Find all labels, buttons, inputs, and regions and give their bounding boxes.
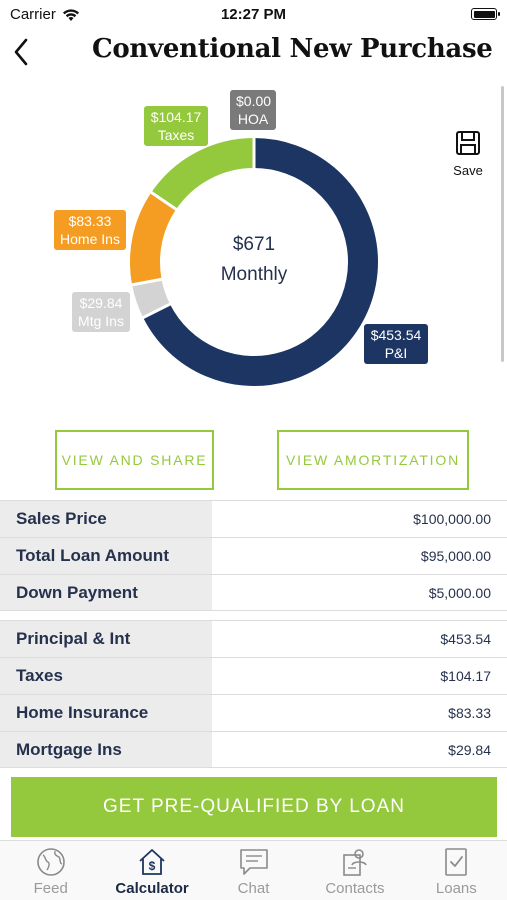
chart-center-amount: $671 <box>232 234 276 255</box>
table-row: Total Loan Amount $95,000.00 <box>0 537 507 574</box>
slice-value: $0.00 <box>236 93 272 109</box>
save-label: Save <box>453 163 483 178</box>
slice-label-pi: $453.54 P&I <box>364 324 428 364</box>
tab-label: Calculator <box>115 880 189 897</box>
tab-chat[interactable]: Chat <box>203 841 304 900</box>
tab-calculator[interactable]: $ Calculator <box>101 841 202 900</box>
row-value: $104.17 <box>440 668 491 684</box>
table-row: Principal & Int $453.54 <box>0 620 507 657</box>
table-row: Down Payment $5,000.00 <box>0 574 507 611</box>
loan-summary-table: Sales Price $100,000.00 Total Loan Amoun… <box>0 500 507 611</box>
row-label: Taxes <box>0 658 212 694</box>
donut-slice-home-ins <box>130 192 177 285</box>
row-value: $5,000.00 <box>428 584 491 601</box>
table-row: Taxes $104.17 <box>0 657 507 694</box>
donut-chart <box>130 137 378 386</box>
nav-header: Conventional New Purchase <box>0 28 507 74</box>
slice-separator <box>130 277 163 287</box>
wifi-icon <box>62 8 79 21</box>
get-pre-qualified-button[interactable]: GET PRE-QUALIFIED BY LOAN <box>11 777 497 837</box>
tab-label: Feed <box>33 880 68 897</box>
payment-chart: $671 Monthly $0.00 HOA $104.17 Taxes $83… <box>0 80 507 400</box>
document-check-icon <box>445 848 468 876</box>
carrier-label: Carrier <box>10 6 56 23</box>
row-label: Down Payment <box>0 575 212 610</box>
chat-bubble-icon <box>239 849 268 875</box>
view-amortization-button[interactable]: VIEW AMORTIZATION <box>277 430 469 490</box>
globe-icon <box>36 848 65 876</box>
save-button[interactable]: Save <box>446 130 490 178</box>
tab-loans[interactable]: Loans <box>406 841 507 900</box>
slice-name: P&I <box>384 345 408 361</box>
tab-feed[interactable]: Feed <box>0 841 101 900</box>
tab-label: Chat <box>237 880 270 897</box>
carrier-info: Carrier <box>10 6 80 23</box>
tab-contacts[interactable]: Contacts <box>304 841 405 900</box>
slice-name: Mtg Ins <box>78 313 124 329</box>
slice-value: $453.54 <box>370 327 422 343</box>
slice-name: Home Ins <box>60 231 120 247</box>
svg-text:$: $ <box>149 859 156 873</box>
row-value: $29.84 <box>448 741 491 758</box>
payment-breakdown-table: Principal & Int $453.54 Taxes $104.17 Ho… <box>0 620 507 768</box>
slice-label-home-ins: $83.33 Home Ins <box>54 210 126 250</box>
page-title: Conventional New Purchase <box>92 34 493 64</box>
donut-slice-mtg-ins <box>132 278 171 318</box>
slice-separator <box>141 302 172 320</box>
row-value: $453.54 <box>440 631 491 647</box>
view-and-share-button[interactable]: VIEW AND SHARE <box>55 430 214 490</box>
status-bar: Carrier 12:27 PM <box>0 0 507 28</box>
row-label: Principal & Int <box>0 621 212 657</box>
slice-value: $83.33 <box>68 213 112 229</box>
donut-slice-p-i <box>143 138 378 386</box>
status-time: 12:27 PM <box>220 6 287 23</box>
tab-label: Loans <box>435 880 477 897</box>
row-value: $83.33 <box>448 705 491 721</box>
slice-label-taxes: $104.17 Taxes <box>144 106 208 146</box>
row-label: Sales Price <box>0 501 212 537</box>
table-row: Sales Price $100,000.00 <box>0 500 507 537</box>
row-value: $100,000.00 <box>413 511 491 527</box>
chevron-left-icon <box>14 38 28 66</box>
slice-label-mtg-ins: $29.84 Mtg Ins <box>72 292 130 332</box>
slice-name: HOA <box>237 111 269 127</box>
contacts-icon <box>343 849 367 876</box>
tab-bar: Feed $ Calculator Chat Contacts Loans <box>0 840 507 900</box>
row-label: Total Loan Amount <box>0 538 212 574</box>
row-label: Home Insurance <box>0 695 212 731</box>
battery-icon <box>471 8 500 20</box>
table-row: Mortgage Ins $29.84 <box>0 731 507 768</box>
slice-value: $29.84 <box>79 295 123 311</box>
row-value: $95,000.00 <box>420 548 491 564</box>
slice-label-hoa: $0.00 HOA <box>230 90 276 130</box>
slice-separator <box>149 190 178 212</box>
tab-label: Contacts <box>325 880 385 897</box>
row-label: Mortgage Ins <box>0 732 212 767</box>
chart-center-label: Monthly <box>220 264 288 285</box>
table-row: Home Insurance $83.33 <box>0 694 507 731</box>
slice-name: Taxes <box>157 127 195 143</box>
floppy-disk-icon <box>456 131 480 155</box>
scroll-indicator[interactable] <box>501 86 504 362</box>
donut-slice-taxes <box>151 138 255 210</box>
house-dollar-icon: $ <box>139 849 165 875</box>
slice-value: $104.17 <box>150 109 202 125</box>
back-button[interactable] <box>8 34 38 70</box>
